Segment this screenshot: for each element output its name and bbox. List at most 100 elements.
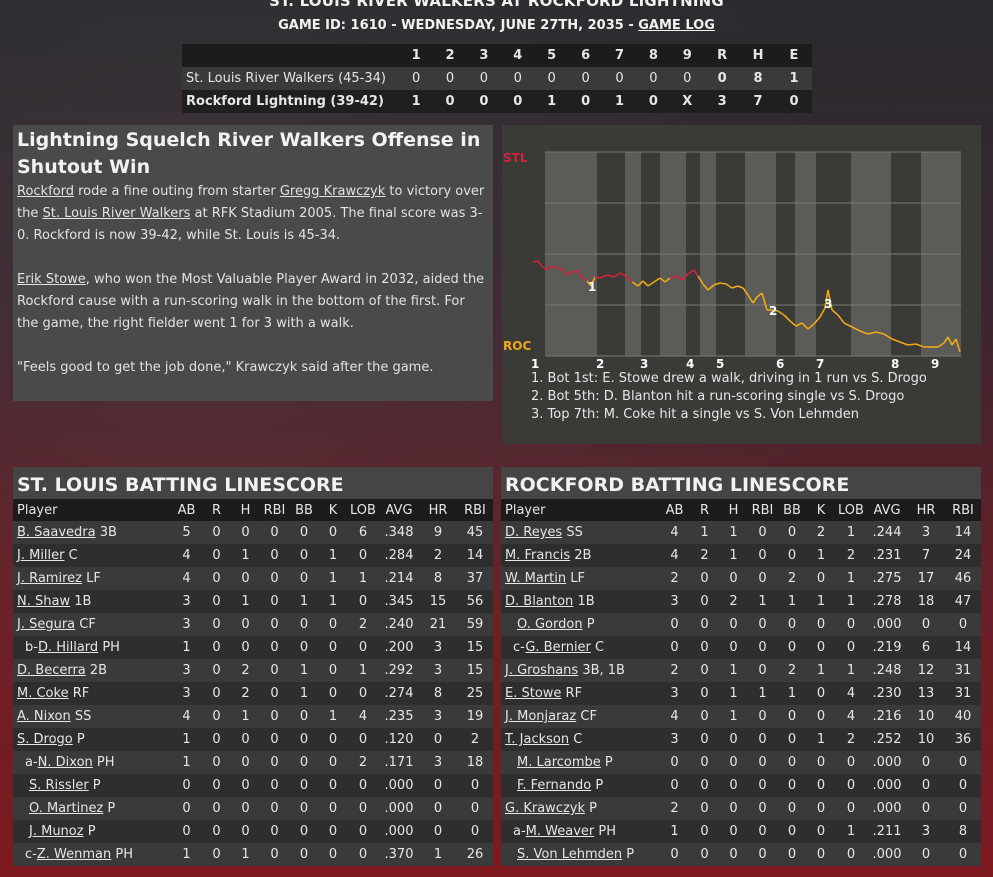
stat-cell: 10 [907, 705, 945, 728]
stat-cell: 3 [419, 705, 457, 728]
win-prob-segment [561, 268, 568, 276]
batting-row: S. Rissler P 0 0 0 0 0 0 0.000 0 0 [13, 774, 493, 797]
win-prob-segment [571, 270, 579, 273]
win-prob-segment [813, 316, 821, 325]
stat-cell: 0 [748, 659, 777, 682]
roc-label: ROC [503, 339, 531, 353]
stat-cell: .231 [867, 544, 907, 567]
player-link[interactable]: O. Martinez [29, 801, 104, 816]
player-link[interactable]: B. Saavedra [17, 525, 96, 540]
player-link[interactable]: Z. Wenman [36, 847, 112, 862]
player-link[interactable]: T. Jackson [505, 732, 570, 747]
stat-cell: 1 [347, 659, 379, 682]
player-link[interactable]: M. Larcombe [517, 755, 601, 770]
win-prob-segment [653, 277, 661, 283]
player-link[interactable]: W. Martin [505, 571, 567, 586]
win-prob-segment [725, 283, 733, 289]
stat-cell: 0 [419, 774, 457, 797]
team-link-rockford[interactable]: Rockford [17, 184, 74, 199]
player-link[interactable]: J. Monjaraz [505, 709, 577, 724]
stat-cell: 3 [659, 590, 690, 613]
stat-cell: 1 [319, 544, 347, 567]
player-link[interactable]: A. Nixon [17, 709, 71, 724]
recap-text: , who won the Most Valuable Player Award… [17, 272, 485, 331]
player-link[interactable]: J. Munoz [29, 824, 84, 839]
stat-cell: 0 [835, 797, 867, 820]
stat-cell: 0 [202, 590, 231, 613]
stat-cell: 4 [347, 705, 379, 728]
player-link[interactable]: J. Groshans [505, 663, 579, 678]
player-position: C [569, 732, 583, 747]
stat-cell: 1 [807, 590, 835, 613]
player-cell: N. Shaw 1B [13, 590, 171, 613]
player-link[interactable]: M. Coke [17, 686, 69, 701]
player-cell: J. Segura CF [13, 613, 171, 636]
win-prob-segment [752, 296, 758, 304]
player-link[interactable]: F. Fernando [517, 778, 592, 793]
player-link[interactable]: G. Bernier [525, 640, 591, 655]
player-link[interactable]: J. Segura [17, 617, 76, 632]
recap-paragraph-2: Erik Stowe, who won the Most Valuable Pl… [17, 269, 489, 335]
win-prob-segment [747, 294, 754, 304]
stat-cell: .274 [379, 682, 419, 705]
batting-row: S. Drogo P 1 0 0 0 0 0 0.120 0 2 [13, 728, 493, 751]
stat-cell: .275 [867, 567, 907, 590]
stat-cell: 1 [807, 544, 835, 567]
stat-cell: 3 [659, 682, 690, 705]
stat-cell: 2 [659, 567, 690, 590]
stat-cell: 9 [419, 521, 457, 544]
player-link[interactable]: M. Weaver [525, 824, 595, 839]
stl-batting-table: Player AB R H RBI BB K LOB AVG HR RBI B. Saavedra … [13, 499, 493, 866]
batting-row: b-D. Hillard PH 1 0 0 0 0 0 0.200 3 15 [13, 636, 493, 659]
inning-score: 0 [534, 67, 569, 90]
batting-row: D. Becerra 2B 3 0 2 0 1 0 1.292 3 15 [13, 659, 493, 682]
game-log-link[interactable]: GAME LOG [638, 18, 715, 33]
win-prob-segment [599, 274, 608, 279]
player-link[interactable]: G. Krawczyk [505, 801, 585, 816]
stat-cell: 2 [231, 659, 260, 682]
player-link[interactable]: D. Reyes [505, 525, 563, 540]
stat-cell: 0 [260, 843, 289, 866]
player-position: RF [561, 686, 583, 701]
stat-cell: 0 [690, 613, 719, 636]
player-link[interactable]: J. Ramirez [17, 571, 82, 586]
player-link[interactable]: S. Von Lehmden [517, 847, 623, 862]
player-link[interactable]: N. Dixon [37, 755, 93, 770]
player-link-krawczyk[interactable]: Gregg Krawczyk [279, 184, 386, 199]
player-link[interactable]: D. Blanton [505, 594, 574, 609]
player-link[interactable]: E. Stowe [505, 686, 562, 701]
player-link[interactable]: N. Shaw [17, 594, 71, 609]
stat-cell: 0 [289, 820, 319, 843]
stat-cell: 4 [659, 705, 690, 728]
player-link[interactable]: O. Gordon [517, 617, 583, 632]
stat-cell: 0 [907, 774, 945, 797]
team-link-st-louis[interactable]: St. Louis River Walkers [42, 206, 191, 221]
batting-row: a-M. Weaver PH 1 0 0 0 0 0 1.211 3 8 [501, 820, 981, 843]
win-prob-segment [801, 322, 809, 330]
inning-score: 0 [399, 67, 434, 90]
stat-cell: .345 [379, 590, 419, 613]
stat-cell: 2 [347, 613, 379, 636]
player-link[interactable]: S. Drogo [17, 732, 73, 747]
stat-cell: 0 [260, 567, 289, 590]
player-cell: S. Rissler P [13, 774, 171, 797]
stat-cell: 0 [690, 636, 719, 659]
linescore-col-header: 6 [568, 44, 603, 67]
batting-col-header: H [719, 499, 748, 521]
stat-cell: 0 [907, 751, 945, 774]
inning-score: 1 [534, 90, 569, 113]
player-link[interactable]: D. Becerra [17, 663, 86, 678]
player-link[interactable]: D. Hillard [37, 640, 99, 655]
stat-cell: 0 [231, 636, 260, 659]
stat-cell: 0 [748, 774, 777, 797]
player-link[interactable]: J. Miller [17, 548, 65, 563]
win-prob-segment [875, 331, 885, 335]
player-link[interactable]: M. Francis [505, 548, 571, 563]
stat-cell: 0 [319, 728, 347, 751]
player-link-stowe[interactable]: Erik Stowe [17, 272, 86, 287]
player-cell: O. Martinez P [13, 797, 171, 820]
player-link[interactable]: S. Rissler [29, 778, 89, 793]
win-prob-segment [955, 338, 961, 353]
